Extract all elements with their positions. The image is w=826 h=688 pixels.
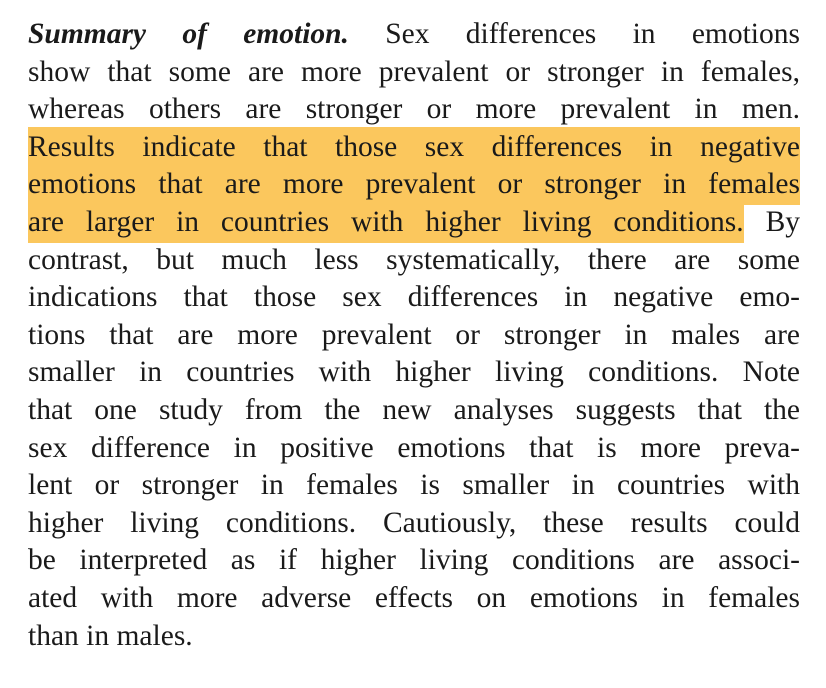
text-run: show that some are more prevalent or str…: [28, 55, 800, 88]
text-line: lent or stronger in females is smaller i…: [28, 467, 800, 505]
text-line: whereas others are stronger or more prev…: [28, 91, 800, 129]
highlighted-text: emotions that are more prevalent or stro…: [28, 164, 800, 206]
text-run: whereas others are stronger or more prev…: [28, 93, 800, 126]
paragraph: Summary of emotion. Sex differences in e…: [28, 16, 800, 655]
text-run: higher living conditions. Cautiously, th…: [28, 506, 800, 539]
highlighted-text: are larger in countries with higher livi…: [28, 201, 744, 243]
text-line: than in males.: [28, 618, 800, 656]
run-in-heading: Summary of emotion.: [28, 18, 349, 50]
text-line: that one study from the new analyses sug…: [28, 392, 800, 430]
text-run: tions that are more prevalent or stronge…: [28, 318, 800, 351]
highlighted-text: Results indicate that those sex differen…: [28, 126, 800, 168]
text-run: ated with more adverse effects on emotio…: [28, 581, 800, 614]
text-run: smaller in countries with higher living …: [28, 356, 800, 389]
text-run: indications that those sex differences i…: [28, 281, 800, 314]
text-line: Summary of emotion. Sex differences in e…: [28, 16, 800, 54]
text-run: sex difference in positive emotions that…: [28, 431, 800, 464]
text-line: be interpreted as if higher living condi…: [28, 542, 800, 580]
text-line: are larger in countries with higher livi…: [28, 201, 801, 243]
text-line: higher living conditions. Cautiously, th…: [28, 505, 800, 543]
text-run: lent or stronger in females is smaller i…: [28, 469, 800, 502]
text-line: contrast, but much less systematically, …: [28, 242, 800, 280]
text-run: contrast, but much less systematically, …: [28, 243, 800, 276]
text-line: ated with more adverse effects on emotio…: [28, 580, 800, 618]
text-run: that one study from the new analyses sug…: [28, 393, 800, 426]
text-run: By: [765, 205, 801, 238]
text-line: show that some are more prevalent or str…: [28, 54, 800, 92]
text-line: Results indicate that those sex differen…: [28, 126, 800, 168]
text-run: than in males.: [28, 619, 193, 652]
text-line: smaller in countries with higher living …: [28, 354, 800, 392]
text-line: sex difference in positive emotions that…: [28, 430, 800, 468]
text-run: Sex differences in emotions: [385, 18, 800, 50]
text-line: emotions that are more prevalent or stro…: [28, 164, 800, 206]
text-line: indications that those sex differences i…: [28, 279, 800, 317]
text-run: be interpreted as if higher living condi…: [28, 544, 800, 577]
text-line: tions that are more prevalent or stronge…: [28, 317, 800, 355]
